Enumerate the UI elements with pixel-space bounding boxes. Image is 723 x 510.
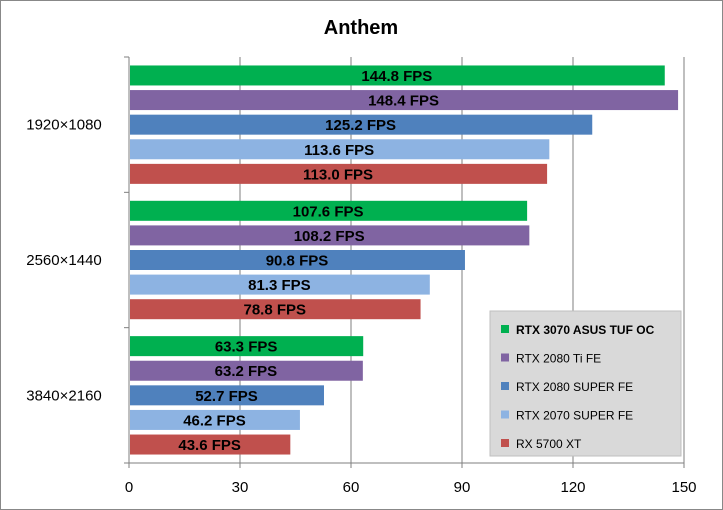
x-tick-label: 30 (232, 479, 249, 496)
category-label: 3840×2160 (26, 387, 102, 404)
bar-data-label: 113.0 FPS (303, 166, 373, 183)
bar-data-label: 107.6 FPS (293, 203, 364, 220)
bar (130, 163, 548, 184)
legend-swatch (501, 439, 509, 447)
bar (130, 250, 465, 270)
legend-swatch (501, 353, 509, 362)
bar (130, 200, 528, 221)
x-tick-label: 90 (454, 479, 471, 496)
category-label: 1920×1080 (26, 117, 102, 134)
axes: 0 30 60 90 120 150 1920×1080 2560×1440 3840×2160 (26, 56, 697, 496)
bar (130, 65, 665, 86)
bar (130, 434, 291, 455)
legend-entry: RTX 2070 SUPER FE (516, 409, 633, 423)
bar (130, 299, 421, 320)
chart-title: Anthem (324, 17, 398, 39)
bar-data-label: 46.2 FPS (183, 412, 246, 429)
x-tick-label: 0 (125, 479, 133, 496)
bar-data-label: 108.2 FPS (294, 228, 365, 245)
bar-data-label: 113.6 FPS (304, 142, 374, 159)
legend-swatch (501, 325, 509, 333)
bar (130, 409, 300, 430)
bar (130, 225, 530, 246)
legend-swatch (501, 410, 509, 419)
legend-entry: RTX 2080 SUPER FE (516, 380, 633, 394)
bar-data-label: 63.2 FPS (215, 363, 278, 380)
legend: RTX 3070 ASUS TUF OC RTX 2080 Ti FE RTX 20… (489, 310, 682, 457)
bar (130, 139, 550, 160)
x-tick-label: 60 (343, 479, 360, 496)
bar-data-label: 90.8 FPS (266, 253, 329, 270)
bar (130, 360, 363, 381)
x-tick-label: 120 (560, 479, 585, 496)
bar (130, 114, 593, 135)
bar-data-label: 78.8 FPS (244, 302, 307, 319)
bar-data-label: 43.6 FPS (178, 437, 241, 454)
legend-swatch (501, 382, 509, 390)
legend-entry: RTX 2080 Ti FE (516, 352, 601, 366)
legend-box (489, 310, 682, 457)
legend-entry: RX 5700 XT (516, 437, 582, 451)
bar-data-label: 148.4 FPS (368, 93, 439, 110)
bar (130, 385, 324, 406)
x-tick-label: 150 (671, 479, 696, 496)
bars: 144.8 FPS 148.4 FPS 125.2 FPS 113.6 FPS 113.… (130, 65, 679, 455)
bar (130, 336, 364, 357)
bar-data-label: 63.3 FPS (215, 339, 278, 356)
bar-data-label: 52.7 FPS (195, 388, 258, 405)
bar-data-label: 81.3 FPS (248, 277, 311, 294)
bar-data-label: 144.8 FPS (361, 68, 432, 85)
bar-data-label: 125.2 FPS (325, 117, 396, 134)
bar (130, 90, 679, 111)
category-label: 2560×1440 (26, 252, 102, 269)
bar (130, 274, 430, 295)
legend-entry: RTX 3070 ASUS TUF OC (516, 323, 655, 337)
